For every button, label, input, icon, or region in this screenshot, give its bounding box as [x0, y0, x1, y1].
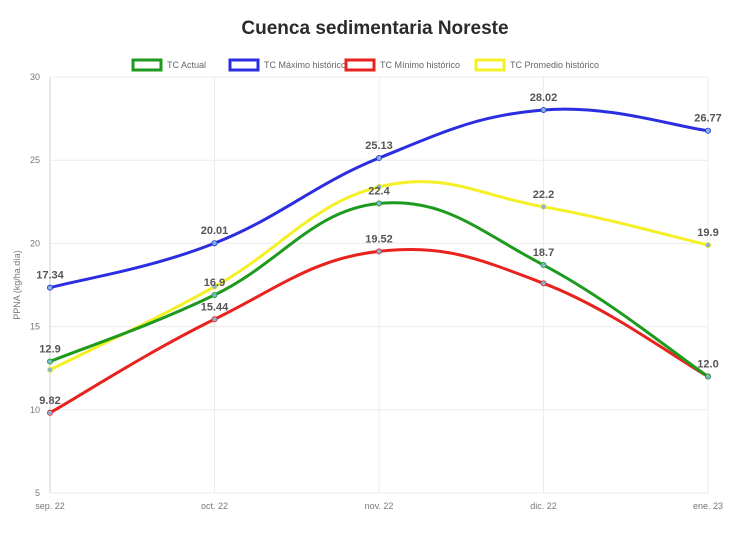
- data-point: [47, 366, 54, 373]
- data-label: 18.7: [533, 247, 554, 259]
- data-labels: 12.9 16.9 22.4 18.7 12.0 17.34 20.01 25.13 28.02…: [36, 92, 722, 407]
- data-point: [705, 242, 712, 249]
- data-point: [705, 373, 712, 380]
- y-axis-title: PPNA (kg/ha.día): [12, 250, 22, 320]
- x-tick-label: sep. 22: [35, 501, 65, 511]
- data-point: [540, 203, 547, 210]
- data-point: [540, 280, 547, 287]
- data-label: 26.77: [694, 113, 722, 125]
- data-label: 22.2: [533, 189, 554, 201]
- data-point: [211, 240, 218, 247]
- data-point: [211, 316, 218, 323]
- data-point: [540, 106, 547, 113]
- data-label: 12.0: [697, 359, 718, 371]
- y-tick-label: 15: [30, 322, 40, 332]
- data-point: [375, 248, 382, 255]
- y-tick-label: 10: [30, 405, 40, 415]
- legend-label[interactable]: TC Mínimo histórico: [380, 60, 460, 70]
- data-label: 25.13: [365, 140, 393, 152]
- y-tick-label: 5: [35, 488, 40, 498]
- data-label: 22.4: [368, 185, 390, 197]
- legend-swatch[interactable]: [474, 58, 506, 72]
- data-label: 9.82: [39, 395, 60, 407]
- x-tick-label: nov. 22: [365, 501, 394, 511]
- data-point: [211, 291, 218, 298]
- data-point: [375, 183, 382, 190]
- chart-title: Cuenca sedimentaria Noreste: [241, 18, 509, 39]
- y-tick-label: 20: [30, 238, 40, 248]
- x-tick-label: ene. 23: [693, 501, 723, 511]
- data-label: 19.9: [697, 227, 718, 239]
- legend-swatch[interactable]: [344, 58, 376, 72]
- data-label: 28.02: [530, 92, 558, 104]
- legend-label[interactable]: TC Promedio histórico: [510, 60, 599, 70]
- data-label: 17.34: [36, 270, 64, 282]
- data-point: [375, 200, 382, 207]
- axes: 5 10 15 20 25 30 sep. 22 oct. 22 nov. 22 dic. 22 e…: [12, 72, 723, 511]
- data-point: [375, 155, 382, 162]
- data-label: 19.52: [365, 233, 393, 245]
- legend-swatch[interactable]: [131, 58, 163, 72]
- legend-label[interactable]: TC Máximo histórico: [264, 60, 346, 70]
- data-point: [47, 358, 54, 365]
- data-point: [540, 262, 547, 269]
- data-point: [47, 409, 54, 416]
- x-tick-label: oct. 22: [201, 501, 228, 511]
- series-layer: [47, 106, 712, 416]
- data-point: [47, 284, 54, 291]
- legend-label[interactable]: TC Actual: [167, 60, 206, 70]
- data-point: [705, 127, 712, 134]
- data-label: 20.01: [201, 225, 229, 237]
- legend-swatch[interactable]: [228, 58, 260, 72]
- data-label: 15.44: [201, 301, 229, 313]
- x-tick-label: dic. 22: [530, 501, 557, 511]
- data-label: 16.9: [204, 277, 225, 289]
- data-point: [211, 283, 218, 290]
- legend: TC Actual TC Máximo histórico TC Mínimo hi…: [131, 58, 599, 72]
- y-tick-label: 25: [30, 155, 40, 165]
- y-tick-label: 30: [30, 72, 40, 82]
- data-label: 12.9: [39, 344, 60, 356]
